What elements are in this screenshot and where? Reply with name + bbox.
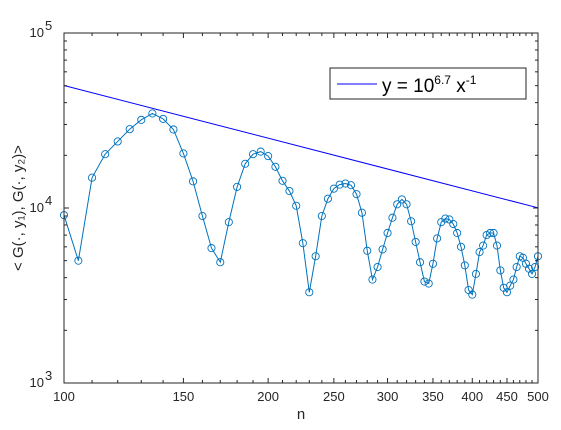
series-0-point	[189, 177, 198, 186]
data-layer	[59, 85, 543, 299]
legend: y = 106.7 x-1	[329, 67, 527, 100]
legend-entry-exp2: -1	[466, 73, 477, 87]
series-0-point	[530, 262, 540, 272]
series-0-point	[428, 259, 438, 268]
series-0-point	[479, 241, 488, 250]
series-0-point	[475, 248, 484, 257]
series-0-point	[278, 176, 287, 185]
x-tick-label: 150	[173, 389, 195, 404]
y-tick-label-exponent: 4	[45, 193, 52, 208]
series-0-point	[420, 277, 429, 286]
series-0-point	[388, 213, 397, 222]
series-0-point	[411, 237, 420, 246]
series-0-point	[352, 190, 361, 199]
series-0-point	[346, 181, 356, 190]
series-1-line	[63, 85, 539, 209]
legend-entry-mid: x	[451, 76, 466, 97]
x-tick-label: 250	[323, 389, 345, 404]
series-0-point	[468, 290, 477, 299]
y-tick-label: 10	[30, 375, 44, 390]
series-0-point	[445, 215, 454, 224]
series-0-point	[415, 258, 425, 267]
series-0-point	[383, 228, 392, 238]
series-0-point	[433, 234, 442, 243]
series-0-point	[292, 201, 301, 210]
series-0-point	[492, 241, 502, 250]
series-0-point	[224, 218, 233, 227]
series-0-point	[233, 182, 242, 191]
series-0-point	[241, 159, 250, 168]
series-0-point	[305, 288, 314, 297]
series-0-point	[407, 217, 416, 226]
series-0-point	[159, 114, 168, 123]
series-0-point	[486, 228, 495, 238]
x-tick-label: 400	[461, 389, 483, 404]
series-0-point	[335, 180, 344, 189]
series-0-point	[373, 262, 382, 272]
series-0-point	[113, 137, 122, 146]
series-0-point	[397, 195, 406, 204]
series-0-point	[179, 149, 188, 158]
series-0-point	[402, 200, 411, 209]
x-tick-label: 500	[527, 389, 549, 404]
series-0-point	[248, 150, 258, 159]
series-0-point	[453, 228, 462, 238]
x-tick-label: 200	[257, 389, 279, 404]
series-0-point	[456, 242, 466, 251]
series-0-point	[137, 115, 146, 124]
series-0-point	[298, 239, 307, 248]
y-tick-label: 10	[30, 200, 44, 215]
series-0-point	[506, 281, 515, 290]
series-0-point	[329, 184, 338, 193]
series-0-point	[125, 125, 134, 134]
series-0-point	[528, 269, 537, 278]
series-0-line	[63, 112, 539, 296]
series-0-point	[271, 162, 280, 171]
series-0-point	[323, 194, 332, 203]
x-axis-label: n	[297, 406, 305, 423]
series-0-point	[460, 261, 469, 270]
legend-entry-exp1: 6.7	[434, 73, 451, 87]
legend-entry-label: y = 106.7 x-1	[382, 73, 477, 97]
series-0-point	[512, 262, 521, 272]
series-0-point	[198, 211, 207, 221]
series-0-point	[256, 147, 265, 156]
series-0-point	[74, 256, 83, 265]
series-0-point	[216, 258, 225, 267]
series-0-point	[357, 208, 366, 217]
x-tick-label: 450	[496, 389, 518, 404]
series-0-point	[449, 219, 458, 229]
series-0-point	[311, 252, 320, 261]
legend-entry-base: y = 10	[382, 76, 434, 97]
series-0-point	[341, 179, 350, 188]
series-0-point	[285, 186, 294, 196]
series-0-point	[264, 152, 273, 161]
series-0-point	[378, 245, 387, 254]
series-0-point	[441, 214, 450, 223]
series-0-point	[101, 150, 110, 159]
series-0-point	[169, 125, 178, 134]
series-0-point	[502, 288, 512, 297]
series-0-point	[88, 173, 97, 182]
x-tick-label: 300	[377, 389, 399, 404]
series-0-point	[368, 275, 377, 284]
series-0-point	[148, 109, 157, 118]
x-tick-label: 100	[53, 389, 75, 404]
series-0-point	[393, 200, 402, 209]
x-tick-label: 350	[422, 389, 444, 404]
y-axis-label: < G(·, y₁), G(·, y₂)>	[10, 145, 27, 271]
y-tick-label-exponent: 5	[45, 18, 52, 33]
series-0-point	[207, 244, 216, 253]
series-0-point	[496, 266, 505, 275]
series-0-point	[489, 228, 498, 238]
series-0-point	[363, 246, 372, 255]
y-tick-label: 10	[30, 25, 44, 40]
y-tick-label-exponent: 3	[45, 368, 52, 383]
series-0-point	[471, 269, 480, 278]
series-0-point	[509, 275, 518, 284]
series-0-point	[424, 279, 433, 288]
series-0-point	[317, 211, 326, 221]
